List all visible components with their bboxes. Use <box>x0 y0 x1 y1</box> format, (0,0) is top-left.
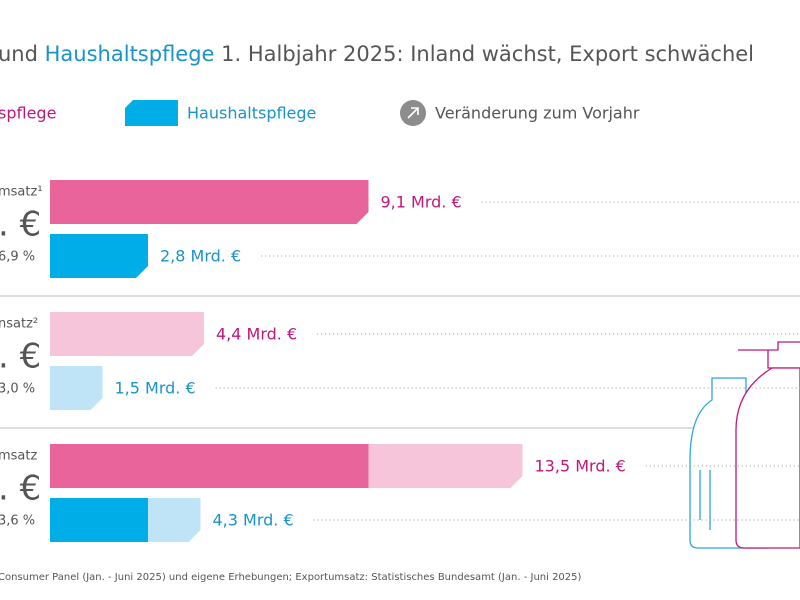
bar-segment <box>148 498 201 542</box>
bar-segment <box>368 444 523 488</box>
title-lead: und <box>0 42 38 66</box>
value-label: 4,4 Mrd. € <box>216 325 297 344</box>
bar <box>50 366 103 410</box>
bar <box>50 234 148 278</box>
row-change: 6,9 % <box>0 250 35 265</box>
legend-label: Haushaltspflege <box>187 104 316 123</box>
title-rest: 1. Halbjahr 2025: Inland wächst, Export … <box>221 42 754 66</box>
bar-segment <box>50 444 369 488</box>
value-label: 2,8 Mrd. € <box>160 247 241 266</box>
row-label: msatz¹ <box>0 185 43 200</box>
row-total: . € <box>0 337 41 377</box>
change-legend: Veränderung zum Vorjahr <box>400 100 640 126</box>
chart-title: und Haushaltspflege 1. Halbjahr 2025: In… <box>0 42 754 66</box>
row-total: . € <box>0 205 41 245</box>
value-label: 4,3 Mrd. € <box>213 511 294 530</box>
row-label: msatz <box>0 449 38 464</box>
pump <box>738 341 800 369</box>
bar-segment <box>50 498 148 542</box>
bar <box>50 312 204 356</box>
bottles-illustration <box>689 341 800 549</box>
row-label: nsatz² <box>0 317 38 332</box>
legend-label: spflege <box>0 104 56 123</box>
change-arrow <box>407 107 419 119</box>
row-change: 3,0 % <box>0 382 35 397</box>
row-total: . € <box>0 469 41 509</box>
value-label: 1,5 Mrd. € <box>115 379 196 398</box>
value-label: 9,1 Mrd. € <box>381 193 462 212</box>
footnote: Consumer Panel (Jan. - Juni 2025) und ei… <box>0 572 582 583</box>
row-change: 3,6 % <box>0 514 35 529</box>
bottle <box>735 367 800 549</box>
title-highlight: Haushaltspflege <box>45 42 215 66</box>
value-label: 13,5 Mrd. € <box>535 457 626 476</box>
change-legend-label: Veränderung zum Vorjahr <box>435 104 640 123</box>
legend-swatch <box>125 100 178 126</box>
bar <box>50 180 369 224</box>
